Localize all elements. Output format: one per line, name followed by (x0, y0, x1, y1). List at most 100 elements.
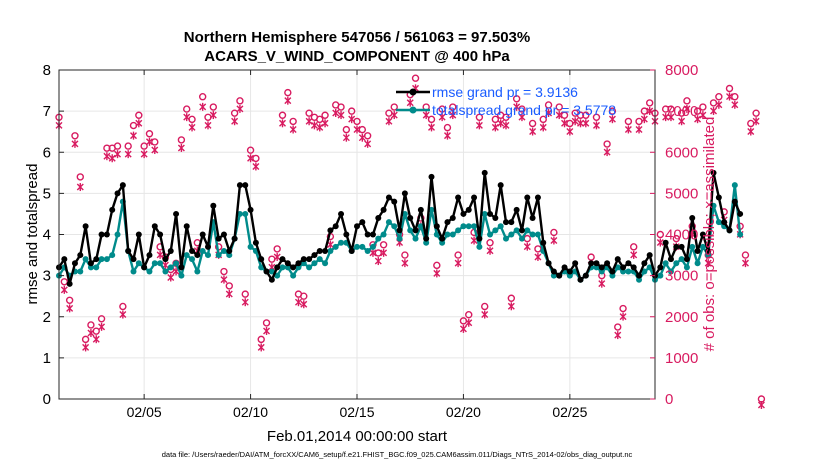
rmse-point (646, 252, 653, 259)
rmse-point (417, 206, 424, 213)
legend-spread-label: totalspread grand pr = 3.5778 (432, 102, 616, 118)
possible-point (145, 130, 154, 138)
spread-point (199, 247, 206, 254)
assimilated-point (92, 335, 100, 344)
rmse-point (268, 276, 275, 283)
y-right-tick-label: 2000 (665, 309, 698, 326)
possible-point (608, 107, 617, 115)
possible-point (475, 113, 484, 121)
spread-point (465, 223, 472, 230)
assimilated-point (603, 148, 611, 157)
possible-point (268, 255, 276, 263)
x-tick-label: 02/25 (552, 404, 587, 420)
spread-point (183, 252, 190, 259)
assimilated-point (741, 259, 749, 268)
possible-point (97, 315, 106, 323)
possible-point (486, 239, 494, 247)
spread-point (189, 256, 196, 263)
possible-point (379, 241, 388, 249)
assimilated-point (236, 104, 244, 113)
spread-point (524, 227, 531, 234)
spread-point (103, 256, 110, 263)
assimilated-point (704, 259, 712, 268)
possible-point (587, 253, 595, 261)
possible-point (683, 97, 691, 105)
rmse-point (449, 215, 456, 222)
spread-point (455, 227, 462, 234)
rmse-point (178, 264, 185, 271)
rmse-point (354, 223, 360, 230)
rmse-point (199, 231, 206, 238)
x-tick-label: 02/10 (233, 404, 268, 420)
spread-point (678, 256, 685, 263)
possible-point (278, 111, 287, 119)
rmse-point (407, 215, 414, 222)
assimilated-point (263, 326, 271, 335)
spread-point (444, 231, 451, 238)
assimilated-point (332, 109, 340, 118)
possible-point (725, 84, 734, 93)
spread-point (157, 260, 164, 267)
assimilated-point (667, 113, 675, 122)
assimilated-point (592, 121, 600, 130)
spread-point (407, 227, 414, 234)
assimilated-point (167, 273, 175, 282)
assimilated-point (87, 329, 95, 338)
spread-point (220, 247, 227, 254)
assimilated-point (534, 252, 542, 261)
spread-point (396, 235, 403, 242)
rmse-point (226, 247, 233, 254)
assimilated-point (475, 121, 483, 130)
spread-point (268, 268, 275, 275)
rmse-point (151, 223, 158, 230)
assimilated-point (76, 183, 84, 192)
rmse-point (343, 231, 350, 238)
assimilated-point (566, 127, 574, 136)
possible-point (183, 105, 191, 113)
rmse-point (369, 231, 376, 238)
spread-point (609, 272, 616, 279)
possible-point (92, 327, 100, 335)
spread-point (354, 243, 360, 250)
rmse-point (290, 264, 297, 271)
y-right-tick-label: 4000 (665, 227, 698, 244)
spread-point (657, 272, 664, 279)
rmse-point (157, 231, 164, 238)
assimilated-point (199, 102, 207, 111)
rmse-point (327, 227, 334, 234)
spread-point (385, 219, 392, 226)
x-axis-label: Feb.01,2014 00:00:00 start (267, 428, 448, 445)
assimilated-point (518, 113, 526, 122)
rmse-point (636, 272, 643, 279)
possible-point (151, 138, 159, 146)
rmse-point (513, 206, 520, 213)
spread-point (731, 182, 738, 189)
spread-point (146, 268, 153, 275)
rmse-point (364, 231, 371, 238)
rmse-point (545, 260, 552, 267)
assimilated-point (151, 146, 159, 155)
y-left-tick-label: 0 (43, 391, 51, 408)
possible-point (550, 228, 558, 237)
assimilated-point (108, 154, 116, 163)
possible-point (656, 230, 665, 239)
possible-point (502, 113, 510, 121)
assimilated-point (640, 115, 648, 124)
assimilated-point (454, 259, 462, 268)
assimilated-point (390, 111, 398, 120)
rmse-spread-series (56, 169, 744, 287)
assimilated-point (699, 111, 707, 120)
rmse-point (130, 256, 137, 263)
possible-point (220, 267, 228, 276)
spread-point (306, 264, 313, 271)
spread-point (369, 243, 376, 250)
assimilated-point (683, 104, 691, 113)
possible-point (140, 142, 148, 150)
x-axis-ticks: 02/05 02/10 02/15 02/20 02/25 (127, 70, 588, 420)
spread-point (636, 276, 643, 283)
rmse-point (87, 260, 94, 267)
assimilated-point (348, 115, 356, 124)
assimilated-point (124, 150, 132, 159)
possible-point (741, 251, 750, 259)
rmse-point (173, 210, 180, 217)
